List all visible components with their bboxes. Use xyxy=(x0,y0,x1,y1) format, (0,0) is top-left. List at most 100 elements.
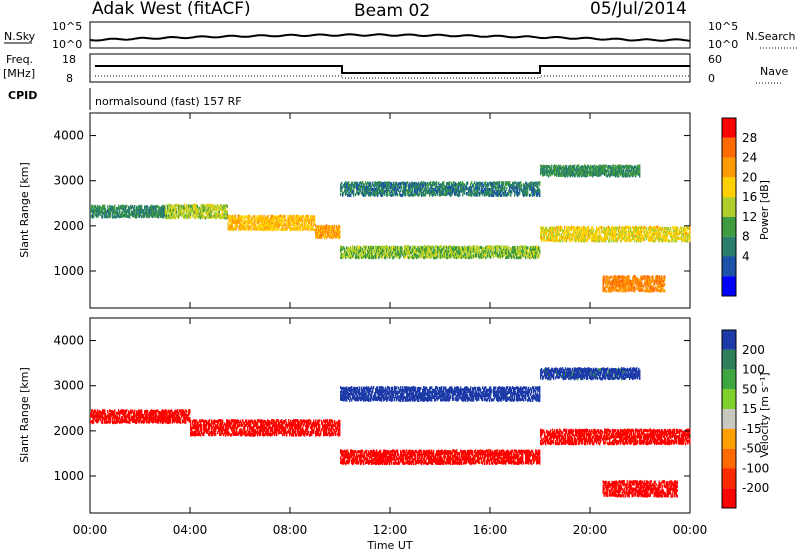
range-cell xyxy=(578,164,579,167)
range-cell xyxy=(670,227,671,230)
range-cell xyxy=(508,246,509,249)
range-cell xyxy=(672,226,673,229)
nave-label: Nave xyxy=(760,65,788,78)
range-cell xyxy=(485,181,486,184)
range-cell xyxy=(488,250,489,253)
radar-title: Adak West (fitACF) xyxy=(92,0,251,19)
range-cell xyxy=(599,230,600,233)
range-cell xyxy=(341,182,342,185)
range-cell xyxy=(176,208,177,211)
range-cell xyxy=(293,215,294,218)
range-cell xyxy=(479,188,480,191)
range-cell xyxy=(372,252,373,255)
range-cell xyxy=(437,255,438,258)
nsky-tick-low: 10^0 xyxy=(52,38,82,51)
range-cell xyxy=(601,226,602,229)
range-cell xyxy=(407,181,408,184)
range-cell xyxy=(141,205,142,208)
range-cell xyxy=(465,253,466,256)
range-cell xyxy=(628,276,629,279)
range-cell xyxy=(362,248,363,251)
range-cell xyxy=(284,215,285,218)
range-cell xyxy=(588,226,589,229)
range-cell xyxy=(156,209,157,212)
range-cell xyxy=(366,245,367,248)
range-cell xyxy=(114,205,115,208)
range-cell xyxy=(353,194,354,197)
range-cell xyxy=(302,222,303,225)
range-cell xyxy=(520,181,521,184)
freq-label-line1: Freq. xyxy=(6,53,33,66)
range-cell xyxy=(227,205,228,208)
range-cell xyxy=(176,211,177,214)
nave-trace xyxy=(95,76,690,78)
range-cell xyxy=(350,246,351,249)
range-cell xyxy=(302,219,303,222)
range-cell xyxy=(110,212,111,215)
range-cell xyxy=(681,227,682,230)
range-cell xyxy=(641,282,642,285)
range-cell xyxy=(134,205,135,208)
range-cell xyxy=(467,182,468,185)
range-cell xyxy=(527,246,528,249)
range-cell xyxy=(314,216,315,219)
range-cell xyxy=(184,210,185,213)
range-cell xyxy=(493,194,494,197)
range-cell xyxy=(539,247,540,250)
range-cell xyxy=(334,225,335,228)
date-label: 05/Jul/2014 xyxy=(590,0,687,19)
range-cell xyxy=(350,194,351,197)
range-cell xyxy=(646,227,647,230)
range-cell xyxy=(499,181,500,184)
range-cell xyxy=(566,165,567,168)
range-cell xyxy=(619,226,620,229)
range-cell xyxy=(400,189,401,192)
range-cell xyxy=(506,187,507,190)
range-cell xyxy=(639,164,640,167)
range-cell xyxy=(340,193,341,196)
range-cell xyxy=(634,286,635,289)
range-cell xyxy=(104,205,105,208)
range-cell xyxy=(644,275,645,278)
range-cell xyxy=(147,206,148,209)
range-cell xyxy=(503,181,504,184)
range-cell xyxy=(539,194,540,197)
cpid-program-text: normalsound (fast) 157 RF xyxy=(95,95,242,108)
nsky-label: N.Sky xyxy=(4,30,36,43)
range-cell xyxy=(348,181,349,184)
range-cell xyxy=(599,240,600,243)
range-cell xyxy=(235,214,236,217)
beam-label: Beam 02 xyxy=(354,1,430,21)
range-cell xyxy=(669,240,670,243)
range-cell xyxy=(593,229,594,232)
range-cell xyxy=(308,216,309,219)
range-cell xyxy=(489,253,490,256)
freq-tick-high: 18 xyxy=(62,53,76,66)
range-cell xyxy=(433,246,434,249)
range-cell xyxy=(249,215,250,218)
range-cell xyxy=(353,255,354,258)
range-cell xyxy=(474,246,475,249)
range-cell xyxy=(610,276,611,279)
range-cell xyxy=(501,245,502,248)
range-cell xyxy=(620,287,621,290)
range-cell xyxy=(344,248,345,251)
range-cell xyxy=(165,204,166,207)
range-cell xyxy=(639,171,640,174)
range-cell xyxy=(373,246,374,249)
range-cell xyxy=(527,191,528,194)
range-cell xyxy=(689,233,690,236)
frequency-trace xyxy=(95,66,690,73)
range-cell xyxy=(397,193,398,196)
range-cell xyxy=(510,194,511,197)
range-cell xyxy=(514,256,515,259)
range-cell xyxy=(254,223,255,226)
range-cell xyxy=(652,275,653,278)
range-cell xyxy=(241,219,242,222)
range-cell xyxy=(521,184,522,187)
range-cell xyxy=(566,239,567,242)
range-cell xyxy=(184,204,185,207)
range-cell xyxy=(276,228,277,231)
